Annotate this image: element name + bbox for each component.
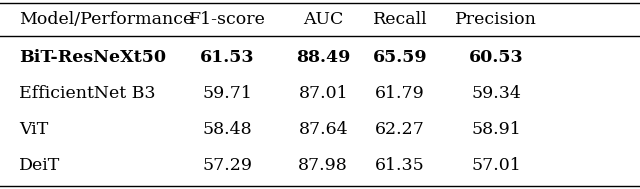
Text: 57.29: 57.29 — [202, 157, 252, 174]
Text: 61.35: 61.35 — [375, 157, 425, 174]
Text: Recall: Recall — [372, 11, 428, 28]
Text: 59.34: 59.34 — [471, 85, 521, 102]
Text: 62.27: 62.27 — [375, 121, 425, 138]
Text: 60.53: 60.53 — [468, 49, 524, 66]
Text: Precision: Precision — [455, 11, 537, 28]
Text: F1-score: F1-score — [189, 11, 266, 28]
Text: 59.71: 59.71 — [202, 85, 252, 102]
Text: 61.79: 61.79 — [375, 85, 425, 102]
Text: 58.91: 58.91 — [471, 121, 521, 138]
Text: 61.53: 61.53 — [200, 49, 255, 66]
Text: 87.64: 87.64 — [298, 121, 348, 138]
Text: Model/Performance: Model/Performance — [19, 11, 193, 28]
Text: AUC: AUC — [303, 11, 344, 28]
Text: 87.98: 87.98 — [298, 157, 348, 174]
Text: 87.01: 87.01 — [298, 85, 348, 102]
Text: DeiT: DeiT — [19, 157, 60, 174]
Text: 58.48: 58.48 — [202, 121, 252, 138]
Text: BiT-ResNeXt50: BiT-ResNeXt50 — [19, 49, 166, 66]
Text: 57.01: 57.01 — [471, 157, 521, 174]
Text: 88.49: 88.49 — [296, 49, 350, 66]
Text: 65.59: 65.59 — [372, 49, 428, 66]
Text: ViT: ViT — [19, 121, 49, 138]
Text: EfficientNet B3: EfficientNet B3 — [19, 85, 156, 102]
